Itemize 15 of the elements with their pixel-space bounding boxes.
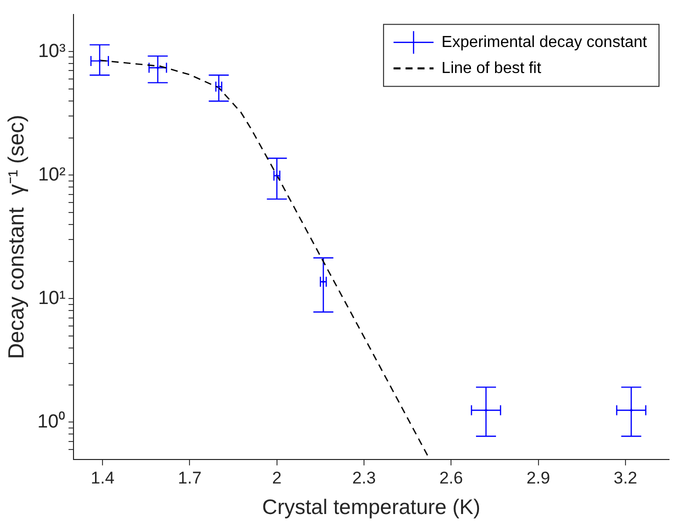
x-tick-label: 3.2 — [614, 468, 638, 488]
y-tick-label: 10⁰ — [37, 410, 66, 432]
y-tick-label: 10³ — [38, 40, 66, 62]
x-tick-label: 2.3 — [352, 468, 376, 488]
x-tick-label: 2.9 — [526, 468, 550, 488]
x-tick-label: 1.4 — [90, 468, 114, 488]
x-axis-title: Crystal temperature (K) — [262, 496, 480, 520]
y-tick-label: 10² — [38, 164, 66, 186]
y-axis-title: Decay constant γ⁻¹ (sec) — [3, 114, 28, 359]
x-tick-label: 1.7 — [178, 468, 202, 488]
legend-label: Experimental decay constant — [442, 34, 648, 51]
x-tick-label: 2 — [272, 468, 282, 488]
y-tick-label: 10¹ — [38, 288, 66, 309]
x-tick-label: 2.6 — [439, 468, 463, 488]
legend-label: Line of best fit — [442, 60, 542, 77]
